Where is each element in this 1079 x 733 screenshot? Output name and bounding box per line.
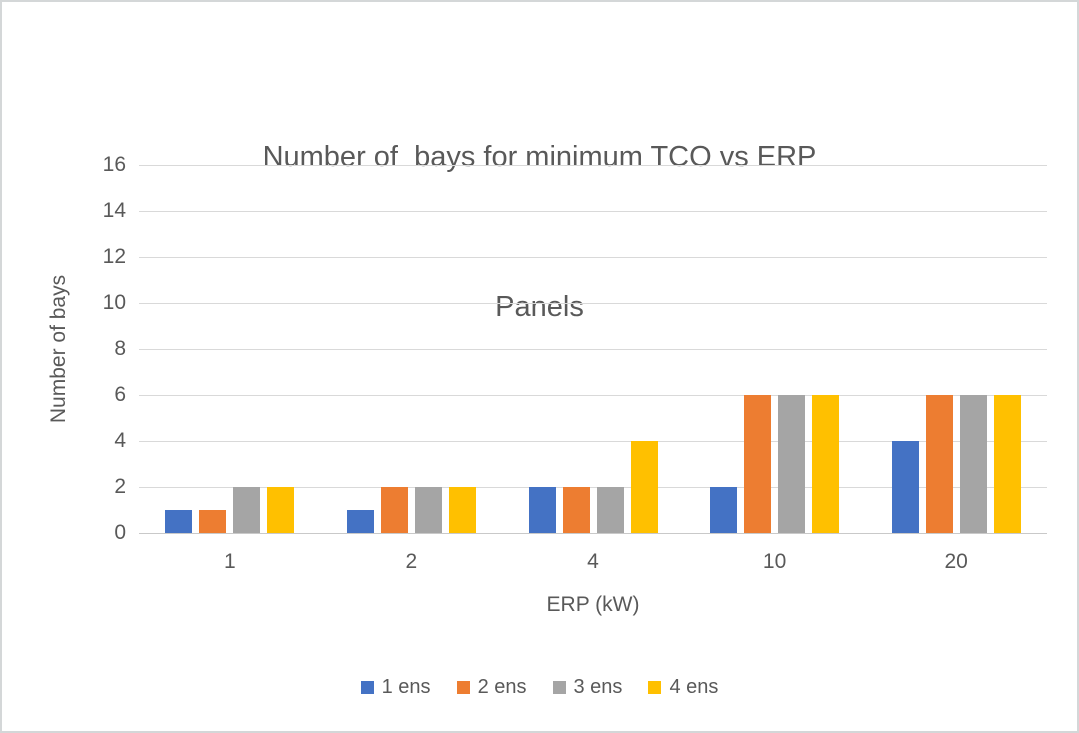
chart-title-line-1: Number of bays for minimum TCO vs ERP (262, 141, 817, 173)
legend-label: 2 ens (477, 676, 527, 698)
legend-swatch-icon (552, 681, 566, 694)
bar-3-ens-erp-10 (778, 395, 806, 533)
legend-label: 4 ens (669, 676, 719, 698)
plot-area (139, 165, 1047, 534)
bar-3-ens-erp-20 (959, 395, 987, 533)
y-tick-label: 12 (102, 245, 126, 268)
x-tick-label: 1 (223, 550, 236, 573)
chart-title: Number of bays for minimum TCO vs ERP Pa… (2, 32, 1077, 432)
legend-label: 3 ens (573, 676, 623, 698)
bar-2-ens-erp-20 (925, 395, 953, 533)
bar-1-ens-erp-4 (528, 487, 556, 533)
bar-4-ens-erp-4 (630, 441, 658, 533)
bar-2-ens-erp-4 (562, 487, 590, 533)
gridline-y-2 (139, 487, 1047, 488)
y-tick-label: 10 (102, 291, 126, 314)
y-tick-label: 4 (114, 429, 126, 452)
chart-title-line-2: Panels (495, 291, 584, 323)
bar-4-ens-erp-20 (993, 395, 1021, 533)
bar-3-ens-erp-1 (233, 487, 261, 533)
y-tick-label: 16 (102, 153, 126, 176)
bar-2-ens-erp-10 (744, 395, 772, 533)
x-tick-label: 4 (587, 550, 599, 573)
legend-item-2-ens: 2 ens (456, 676, 527, 699)
gridline-y-6 (139, 395, 1047, 396)
bar-4-ens-erp-2 (448, 487, 476, 533)
bar-4-ens-erp-10 (812, 395, 840, 533)
bar-1-ens-erp-2 (346, 510, 374, 533)
y-axis-tick-labels: 0 2 4 6 8 10 12 14 16 (2, 153, 126, 544)
x-axis-title: ERP (kW) (546, 593, 640, 616)
y-tick-label: 6 (114, 383, 126, 406)
legend-item-4-ens: 4 ens (648, 676, 718, 699)
legend-swatch-icon (648, 681, 662, 694)
bar-1-ens-erp-20 (891, 441, 919, 533)
legend-item-1-ens: 1 ens (360, 676, 431, 699)
y-tick-label: 8 (114, 337, 126, 360)
legend: 1 ens 2 ens 3 ens 4 ens (2, 676, 1077, 699)
bar-1-ens-erp-10 (710, 487, 738, 533)
gridline-y-4 (139, 441, 1047, 442)
y-tick-label: 0 (114, 521, 126, 544)
y-tick-label: 14 (102, 199, 126, 222)
y-tick-label: 2 (114, 475, 126, 498)
x-tick-label: 10 (762, 550, 787, 573)
legend-label: 1 ens (381, 676, 431, 698)
legend-item-3-ens: 3 ens (552, 676, 623, 699)
gridline-y-10 (139, 303, 1047, 304)
x-tick-label: 2 (405, 550, 418, 573)
bar-2-ens-erp-2 (380, 487, 408, 533)
gridline-y-8 (139, 349, 1047, 350)
bar-2-ens-erp-1 (199, 510, 227, 533)
legend-swatch-icon (360, 681, 374, 694)
gridline-y-0 (139, 533, 1047, 534)
x-axis-tick-labels: 1 2 4 10 20 (139, 550, 1047, 578)
bar-3-ens-erp-2 (414, 487, 442, 533)
bar-1-ens-erp-1 (165, 510, 193, 533)
bar-4-ens-erp-1 (267, 487, 295, 533)
gridline-y-12 (139, 257, 1047, 258)
gridline-y-14 (139, 211, 1047, 212)
legend-swatch-icon (456, 681, 470, 694)
gridline-y-16 (139, 165, 1047, 166)
bar-3-ens-erp-4 (596, 487, 624, 533)
x-tick-label: 20 (944, 550, 968, 573)
